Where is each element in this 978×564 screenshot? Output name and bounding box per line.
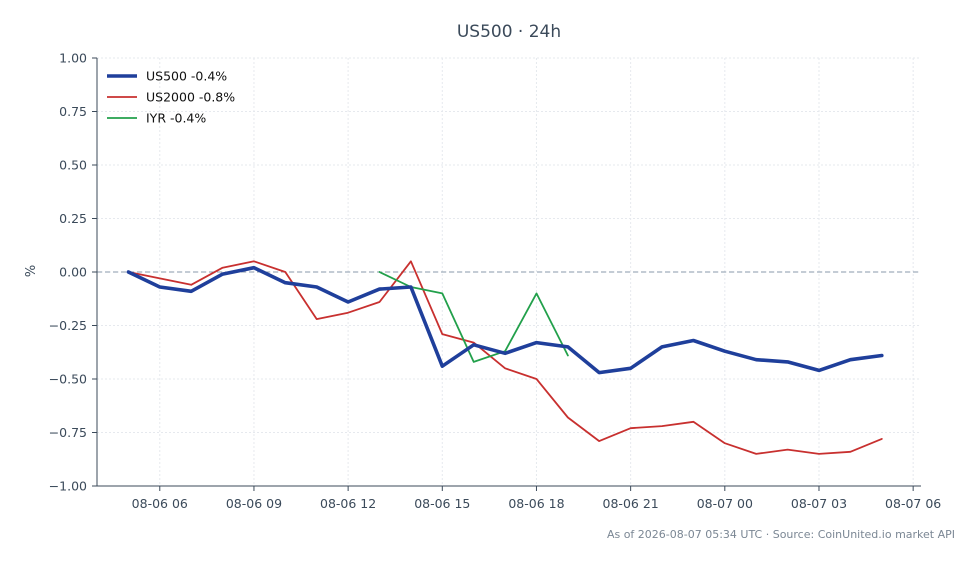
y-tick-label: −1.00: [49, 479, 87, 494]
y-tick-label: −0.25: [49, 318, 87, 333]
series-line-us500: [126, 265, 884, 375]
x-tick-label: 08-06 15: [414, 496, 470, 511]
chart-title: US500 · 24h: [457, 22, 561, 42]
legend-label: US2000 -0.8%: [146, 90, 235, 105]
x-axis-ticks: 08-06 06 08-06 09 08-06 12 08-06 15 08-06 18…: [132, 486, 941, 511]
x-tick-label: 08-06 09: [226, 496, 282, 511]
y-tick-label: 1.00: [59, 51, 87, 66]
legend-label: US500 -0.4%: [146, 69, 227, 84]
y-tick-label: 0.75: [59, 104, 87, 119]
legend-label: IYR -0.4%: [146, 111, 206, 126]
y-tick-label: −0.50: [49, 372, 87, 387]
y-axis-ticks: 1.00 0.75 0.50 0.25 0.00 −0.25 −0.50 −0.75 −1.00: [49, 51, 97, 494]
y-tick-label: −0.75: [49, 425, 87, 440]
x-tick-label: 08-06 06: [132, 496, 188, 511]
x-tick-label: 08-07 06: [885, 496, 941, 511]
y-tick-label: 0.25: [59, 211, 87, 226]
y-tick-label: 0.50: [59, 158, 87, 173]
series-line-us2000: [127, 260, 883, 455]
x-tick-label: 08-07 03: [791, 496, 847, 511]
legend: US500 -0.4% US2000 -0.8% IYR -0.4%: [107, 69, 235, 126]
x-tick-label: 08-06 21: [603, 496, 659, 511]
y-axis-label: %: [24, 265, 39, 277]
x-tick-label: 08-06 12: [320, 496, 376, 511]
series-lines: [126, 260, 884, 455]
x-tick-label: 08-06 18: [508, 496, 564, 511]
x-tick-label: 08-07 00: [697, 496, 753, 511]
y-tick-label: 0.00: [59, 265, 87, 280]
source-footer: As of 2026-08-07 05:34 UTC · Source: Coi…: [607, 528, 955, 541]
